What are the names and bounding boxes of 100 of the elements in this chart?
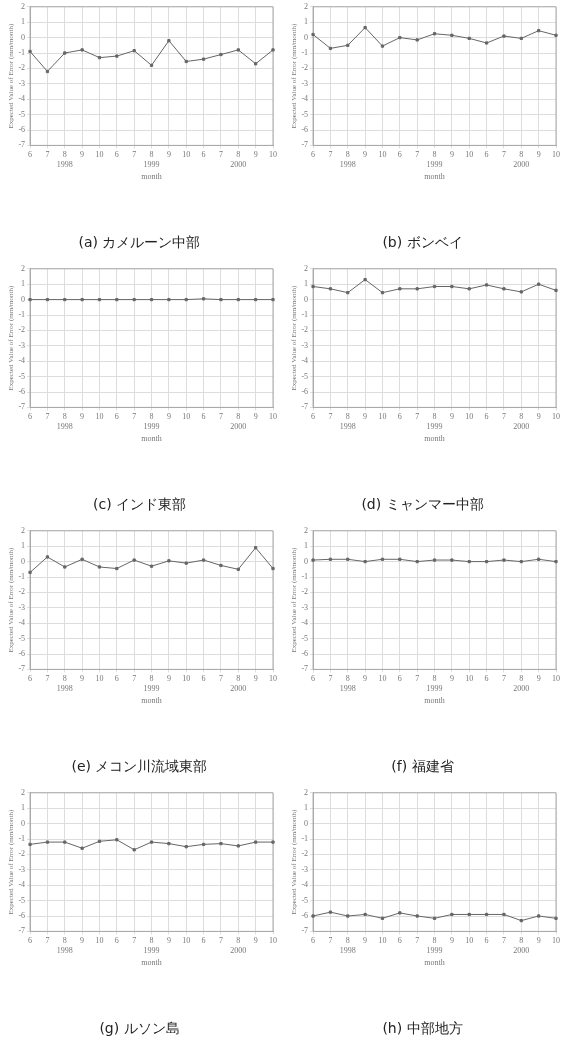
x-tick-label: 8 1999: [143, 150, 160, 169]
y-tick-label: -1: [301, 48, 309, 58]
x-tick-label: 8 2000: [230, 936, 247, 955]
x-tick-label: 9: [253, 412, 258, 422]
y-tick-label: -2: [18, 63, 26, 73]
point: [219, 841, 223, 846]
y-tick-label: -2: [18, 587, 26, 597]
y-tick-label: -2: [18, 849, 26, 859]
x-tick-label: 6: [484, 674, 489, 684]
y-tick-label: -7: [18, 140, 26, 150]
x-tick-label: 9: [536, 674, 541, 684]
y-tick-label: -4: [301, 618, 309, 628]
point: [519, 290, 523, 294]
x-tick-label: 8 1998: [339, 674, 356, 693]
y-tick-label: -7: [18, 926, 26, 936]
y-tick-label: -7: [18, 402, 26, 412]
x-axis-title: month: [141, 172, 162, 182]
y-tick-label: -6: [301, 125, 309, 135]
x-tick-label: 6: [201, 936, 206, 946]
x-tick-label: 8 2000: [513, 412, 530, 431]
x-tick-label: 10: [465, 936, 474, 946]
y-tick-label: -7: [301, 140, 309, 150]
y-tick-label: 2: [21, 1, 26, 11]
x-tick-label: 6: [311, 674, 316, 684]
text: (c) インド東部: [92, 496, 187, 513]
x-tick-label: 10: [552, 674, 560, 684]
x-tick-label: 8 1999: [426, 674, 443, 693]
y-tick-label: -3: [301, 340, 309, 350]
x-tick-label: 9: [80, 674, 85, 684]
x-tick-label: 10: [465, 674, 474, 684]
x-tick-label: 6: [311, 936, 316, 946]
x-tick-label: 7: [45, 936, 50, 946]
x-tick-label: 8 1999: [426, 412, 443, 431]
x-tick-label: 10: [552, 936, 560, 946]
point: [254, 840, 258, 844]
x-axis-title: month: [424, 958, 445, 968]
x-tick-label: 10: [95, 412, 104, 422]
y-tick-label: 1: [21, 17, 26, 27]
point: [149, 63, 154, 67]
y-tick-label: -7: [301, 664, 309, 674]
y-tick-label: -4: [301, 94, 309, 104]
point: [502, 34, 506, 38]
x-tick-label: 9: [253, 674, 258, 684]
point: [63, 565, 67, 569]
y-tick-label: -3: [18, 864, 26, 874]
x-tick-label: 7: [328, 936, 333, 946]
x-tick-label: 9: [166, 936, 171, 946]
y-tick-label: -2: [301, 587, 309, 597]
x-tick-label: 6: [311, 150, 316, 160]
y-tick-label: 1: [304, 541, 309, 551]
x-tick-label: 10: [95, 674, 104, 684]
point: [149, 564, 154, 568]
y-tick-label: -4: [301, 880, 309, 890]
y-tick-label: -6: [18, 911, 26, 921]
x-tick-label: 7: [132, 150, 137, 160]
point: [45, 840, 50, 844]
text: (b) ボンベイ: [382, 234, 463, 251]
y-tick-label: -2: [301, 63, 309, 73]
x-tick-label: 7: [415, 674, 420, 684]
point: [328, 287, 333, 291]
y-tick-label: -5: [18, 633, 26, 643]
x-tick-label: 10: [182, 936, 191, 946]
x-tick-label: 8 1998: [56, 936, 73, 955]
y-tick-label: -5: [18, 371, 26, 381]
point: [132, 558, 136, 562]
x-tick-label: 9: [449, 936, 454, 946]
point: [236, 48, 240, 52]
x-tick-label: 6: [114, 674, 119, 684]
point: [97, 565, 102, 569]
x-tick-label: 6: [397, 936, 402, 946]
x-tick-label: 9: [80, 150, 85, 160]
point: [415, 287, 419, 291]
point: [467, 287, 471, 291]
y-tick-label: 2: [21, 525, 26, 535]
y-tick-label: 0: [21, 556, 26, 566]
x-tick-label: 7: [328, 412, 333, 422]
y-tick-label: -5: [301, 371, 309, 381]
y-tick-label: 2: [304, 1, 309, 11]
x-tick-label: 6: [201, 674, 206, 684]
x-tick-label: 8 1999: [426, 936, 443, 955]
y-tick-label: -5: [301, 633, 309, 643]
x-tick-label: 10: [182, 412, 191, 422]
x-tick-label: 7: [218, 150, 223, 160]
point: [398, 287, 402, 291]
y-tick-label: 2: [21, 263, 26, 273]
x-tick-label: 8 2000: [230, 150, 247, 169]
x-tick-label: 6: [28, 936, 33, 946]
point: [380, 291, 385, 295]
x-tick-label: 10: [95, 936, 104, 946]
x-tick-label: 10: [182, 150, 191, 160]
y-tick-label: -5: [18, 895, 26, 905]
point: [219, 563, 223, 568]
point: [537, 282, 541, 286]
x-tick-label: 9: [166, 674, 171, 684]
y-tick-label: -4: [18, 356, 26, 366]
point: [236, 844, 240, 848]
y-tick-label: -3: [301, 78, 309, 88]
x-tick-label: 8 1999: [426, 150, 443, 169]
x-tick-label: 6: [28, 674, 33, 684]
point: [271, 840, 275, 844]
